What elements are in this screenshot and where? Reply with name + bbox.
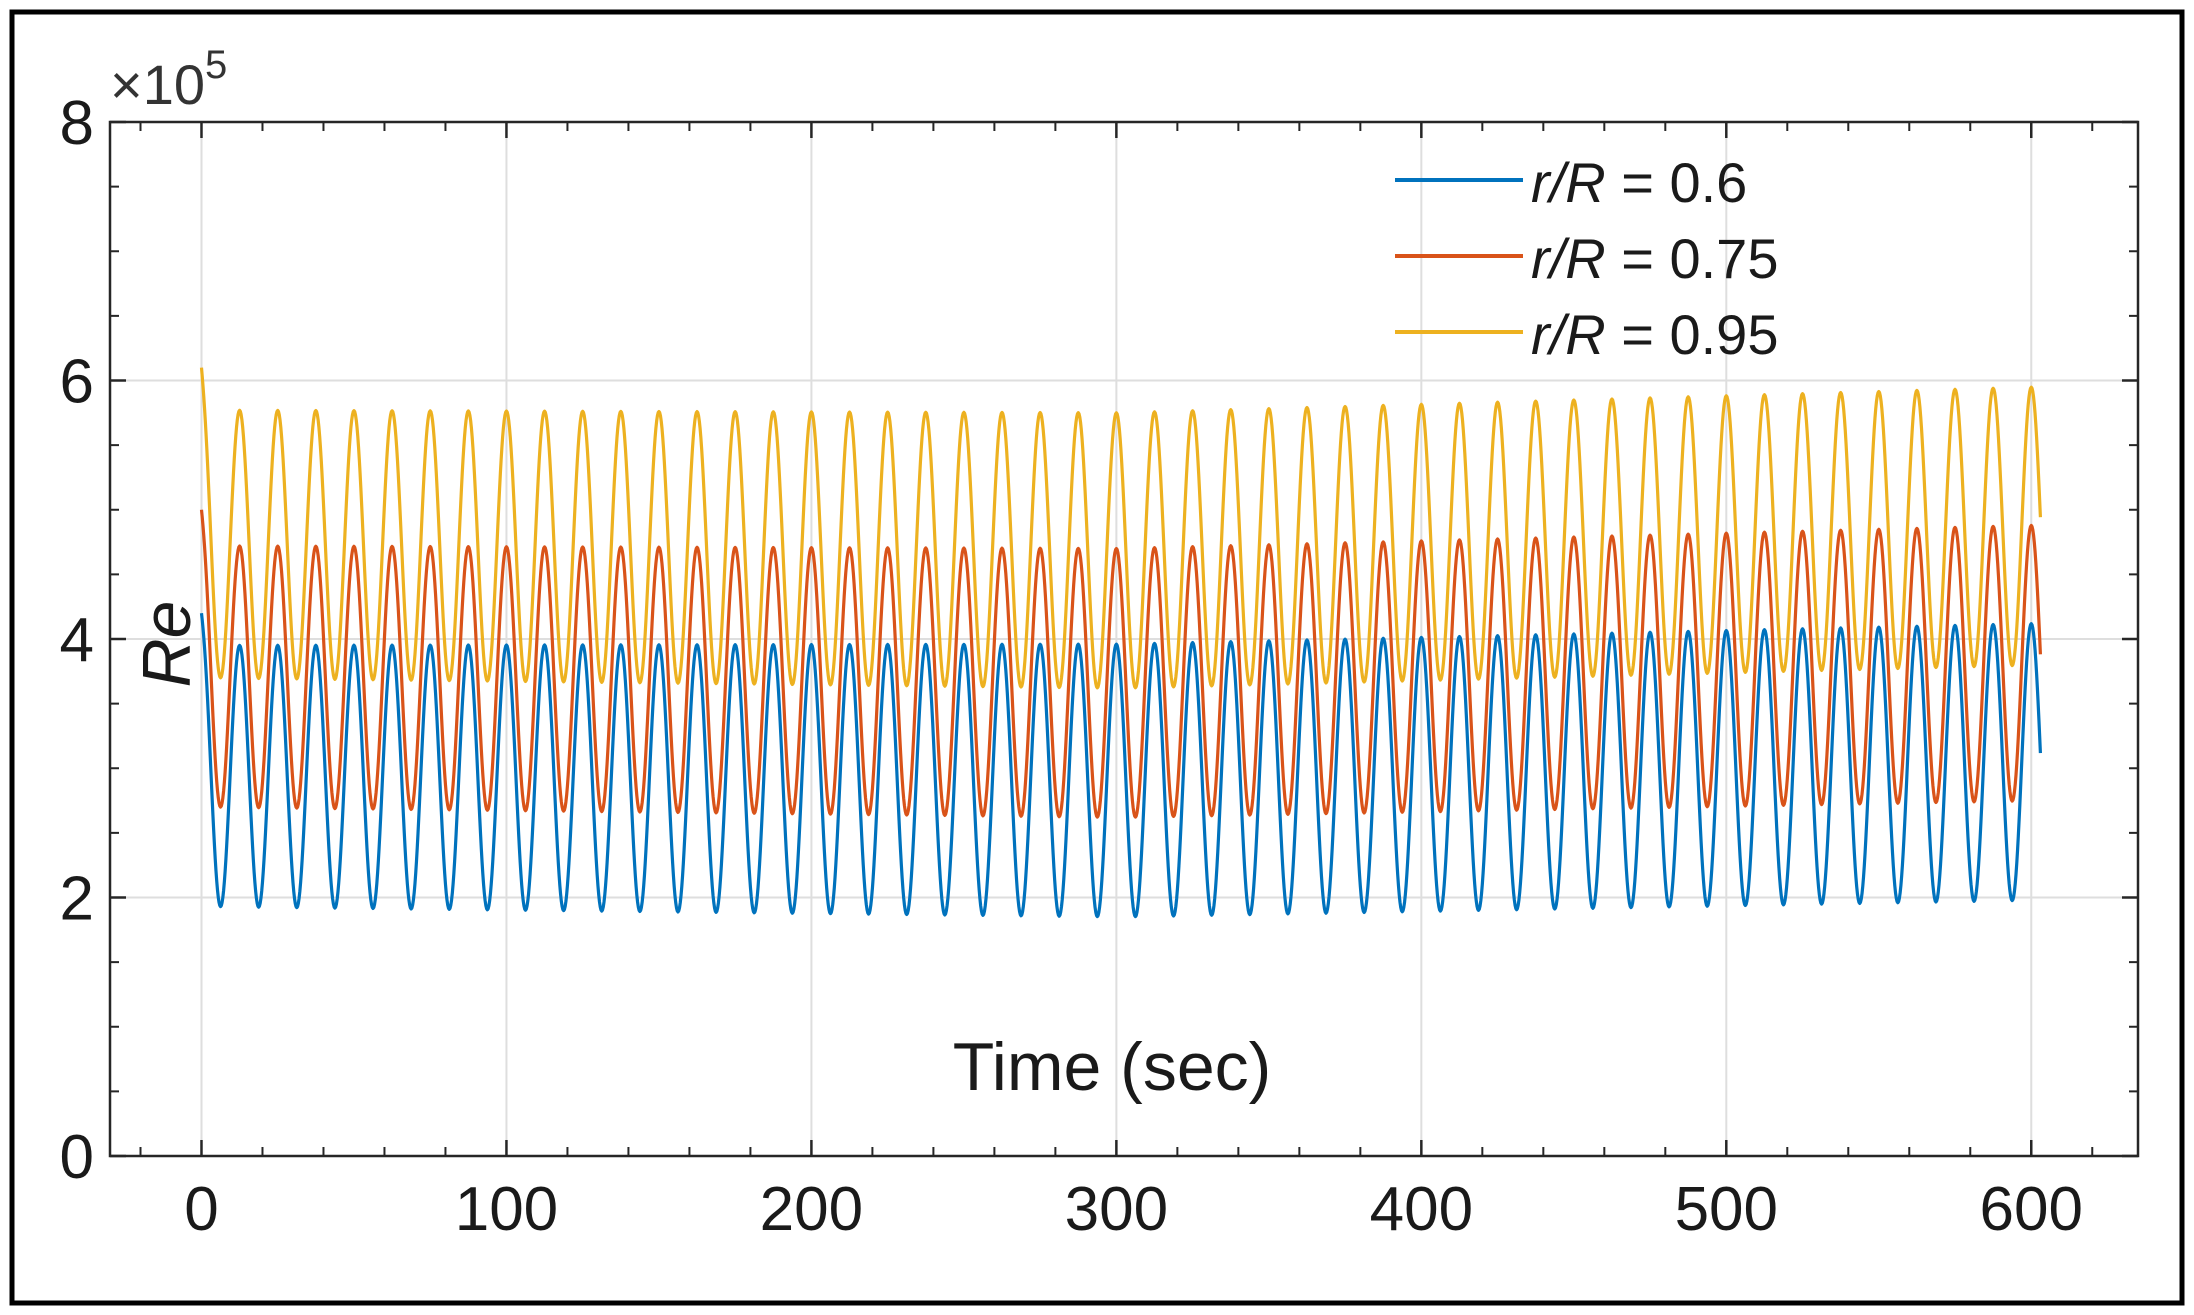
tick-labels: 0 100 200 300 400 500 600 0 2 4 6 8 bbox=[60, 89, 2083, 1244]
legend-label-2: r/R = 0.95 bbox=[1531, 303, 1778, 366]
x-tick-label: 200 bbox=[760, 1175, 863, 1244]
x-tick-label: 600 bbox=[1980, 1175, 2083, 1244]
series-line-2 bbox=[199, 367, 2043, 690]
y-tick-label: 8 bbox=[60, 89, 94, 158]
y-axis-title: Re bbox=[129, 601, 205, 688]
legend-variable: r/R bbox=[1531, 151, 1606, 214]
legend-value: = 0.95 bbox=[1606, 303, 1779, 366]
y-tick-label: 4 bbox=[60, 606, 94, 675]
y-axis-exponent: ×105 bbox=[110, 43, 227, 116]
x-tick-label: 100 bbox=[455, 1175, 558, 1244]
y-axis-exponent-power: 5 bbox=[205, 43, 227, 87]
legend-label-0: r/R = 0.6 bbox=[1531, 151, 1747, 214]
legend-variable: r/R bbox=[1531, 303, 1606, 366]
y-tick-label: 0 bbox=[60, 1123, 94, 1192]
series-lines bbox=[199, 367, 2043, 919]
series-line-1 bbox=[199, 509, 2043, 819]
y-tick-label: 6 bbox=[60, 348, 94, 417]
x-axis-title: Time (sec) bbox=[953, 1029, 1272, 1105]
x-tick-label: 500 bbox=[1675, 1175, 1778, 1244]
legend-label-1: r/R = 0.75 bbox=[1531, 227, 1778, 290]
x-tick-label: 300 bbox=[1065, 1175, 1168, 1244]
legend-value: = 0.6 bbox=[1606, 151, 1748, 214]
legend-variable: r/R bbox=[1531, 227, 1606, 290]
y-axis-exponent-prefix: ×10 bbox=[110, 53, 205, 116]
x-tick-label: 400 bbox=[1370, 1175, 1473, 1244]
legend: r/R = 0.6r/R = 0.75r/R = 0.95 bbox=[1395, 151, 1778, 366]
figure-outer-border bbox=[9, 9, 2185, 1306]
legend-value: = 0.75 bbox=[1606, 227, 1779, 290]
tick-marks bbox=[110, 120, 2138, 1158]
y-tick-label: 2 bbox=[60, 865, 94, 934]
series-line-0 bbox=[199, 612, 2043, 919]
x-tick-label: 0 bbox=[184, 1175, 218, 1244]
